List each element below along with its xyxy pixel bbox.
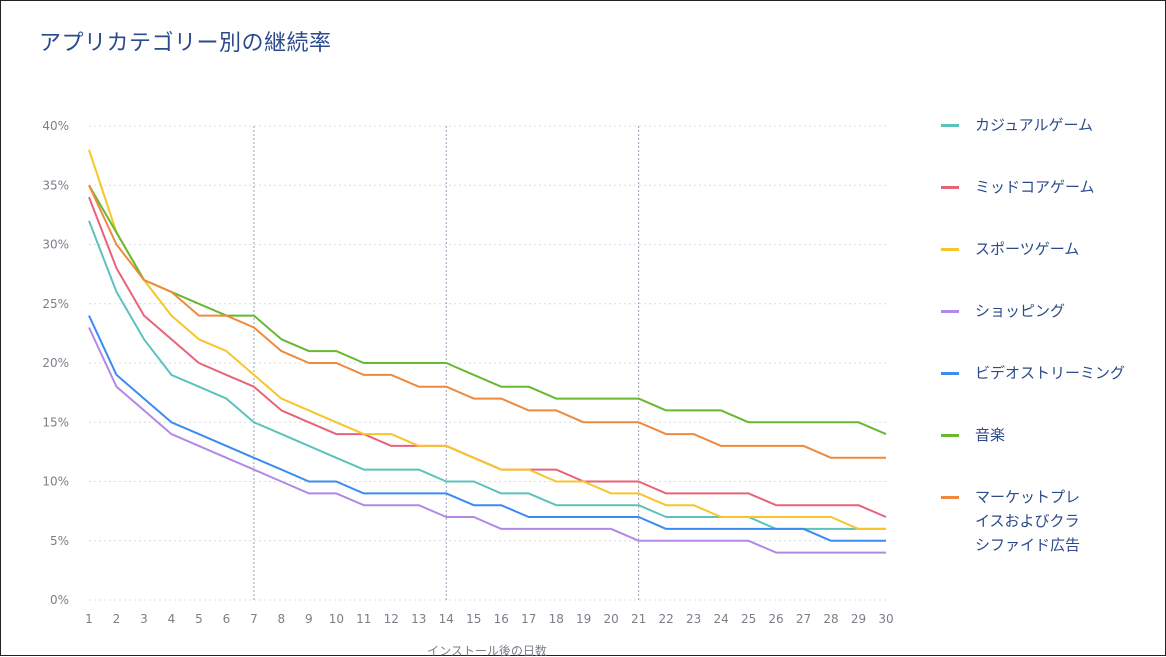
- legend-item: マーケットプレ イスおよびクラ シファイド広告: [941, 485, 1165, 557]
- legend-item: ビデオストリーミング: [941, 361, 1165, 385]
- legend-label: カジュアルゲーム: [975, 116, 1094, 134]
- y-tick-label: 0%: [50, 593, 69, 607]
- legend-swatch: [941, 434, 959, 437]
- legend-label: スポーツゲーム: [975, 240, 1080, 258]
- legend-item: 音楽: [941, 423, 1165, 447]
- x-tick-label: 3: [140, 612, 148, 626]
- y-tick-label: 20%: [42, 356, 69, 370]
- x-tick-label: 6: [223, 612, 231, 626]
- legend-label: マーケットプレ イスおよびクラ シファイド広告: [975, 488, 1081, 554]
- legend-swatch: [941, 310, 959, 313]
- x-tick-label: 25: [741, 612, 756, 626]
- legend-item: ミッドコアゲーム: [941, 175, 1165, 199]
- y-tick-label: 5%: [50, 534, 69, 548]
- legend-label: ショッピング: [975, 302, 1066, 320]
- x-tick-label: 27: [796, 612, 811, 626]
- x-tick-label: 30: [878, 612, 893, 626]
- legend-item: ショッピング: [941, 299, 1165, 323]
- x-tick-label: 20: [604, 612, 619, 626]
- x-tick-label: 19: [576, 612, 591, 626]
- x-tick-label: 24: [713, 612, 728, 626]
- y-tick-label: 30%: [42, 238, 69, 252]
- x-tick-label: 8: [278, 612, 286, 626]
- series-line: [88, 315, 886, 542]
- legend-swatch: [941, 186, 959, 189]
- x-tick-label: 4: [168, 612, 176, 626]
- x-tick-label: 13: [411, 612, 426, 626]
- legend-item: カジュアルゲーム: [941, 113, 1165, 137]
- x-tick-label: 11: [356, 612, 371, 626]
- series-line: [88, 184, 887, 436]
- chart-title: アプリカテゴリー別の継続率: [39, 31, 332, 56]
- x-tick-label: 9: [305, 612, 313, 626]
- legend-label: ビデオストリーミング: [975, 364, 1126, 382]
- y-tick-label: 25%: [42, 297, 69, 311]
- x-tick-label: 29: [851, 612, 866, 626]
- legend-swatch: [941, 372, 959, 375]
- x-tick-label: 5: [195, 612, 203, 626]
- x-tick-label: 28: [823, 612, 838, 626]
- legend-item: スポーツゲーム: [941, 237, 1165, 261]
- y-tick-label: 15%: [42, 415, 69, 429]
- y-tick-label: 10%: [42, 475, 69, 489]
- series-line: [88, 196, 887, 518]
- legend-label: ミッドコアゲーム: [975, 178, 1095, 196]
- x-tick-label: 23: [686, 612, 701, 626]
- legend-swatch: [941, 248, 959, 251]
- series-line: [88, 184, 886, 459]
- x-tick-label: 18: [549, 612, 564, 626]
- x-tick-label: 16: [494, 612, 509, 626]
- x-tick-label: 14: [439, 612, 454, 626]
- x-axis-label: インストール後の日数: [427, 643, 547, 657]
- x-tick-label: 15: [466, 612, 481, 626]
- y-tick-label: 35%: [42, 178, 69, 192]
- y-tick-label: 40%: [42, 119, 69, 133]
- x-tick-label: 21: [631, 612, 646, 626]
- legend-swatch: [941, 496, 959, 499]
- x-tick-label: 10: [329, 612, 344, 626]
- x-tick-label: 1: [85, 612, 93, 626]
- x-tick-label: 7: [250, 612, 258, 626]
- x-tick-label: 2: [113, 612, 121, 626]
- x-tick-label: 26: [768, 612, 783, 626]
- series-line: [88, 220, 886, 530]
- series-line: [88, 149, 886, 530]
- legend-label: 音楽: [975, 426, 1006, 444]
- series-line: [88, 327, 886, 554]
- legend-swatch: [941, 124, 959, 127]
- x-tick-label: 22: [658, 612, 673, 626]
- x-tick-label: 12: [384, 612, 399, 626]
- x-tick-label: 17: [521, 612, 536, 626]
